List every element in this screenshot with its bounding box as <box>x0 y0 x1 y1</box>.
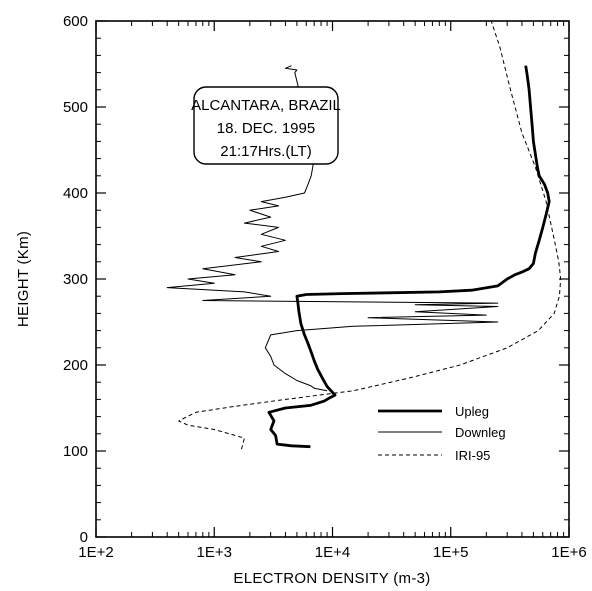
annotation-line-1: ALCANTARA, BRAZIL <box>191 97 341 114</box>
x-tick-label: 1E+6 <box>551 544 586 561</box>
annotation-line-2: 18. DEC. 1995 <box>217 120 315 137</box>
x-tick-label: 1E+5 <box>433 544 468 561</box>
series-upleg <box>267 65 551 449</box>
legend-label-upleg: Upleg <box>455 404 489 419</box>
legend: Upleg Downleg IRI-95 <box>378 404 506 463</box>
annotation-line-3: 21:17Hrs.(LT) <box>220 143 311 160</box>
y-tick-label: 300 <box>63 271 88 288</box>
annotation-frame <box>193 86 339 165</box>
annotation-box: ALCANTARA, BRAZIL 18. DEC. 1995 21:17Hrs… <box>191 86 341 165</box>
y-tick-label: 600 <box>63 13 88 30</box>
legend-label-downleg: Downleg <box>455 425 506 440</box>
axis-ticks: 0 100 200 300 400 500 600 1E+2 1E+3 1E+4 1E+5 1E+6 <box>63 13 587 561</box>
x-tick-label: 1E+3 <box>197 544 232 561</box>
y-tick-label: 200 <box>63 357 88 374</box>
x-tick-label: 1E+2 <box>78 544 113 561</box>
series-layer <box>166 20 562 450</box>
y-tick-label: 100 <box>63 443 88 460</box>
x-axis-title: ELECTRON DENSITY (m-3) <box>233 570 430 587</box>
legend-label-iri95: IRI-95 <box>455 448 490 463</box>
y-tick-label: 0 <box>80 529 88 546</box>
y-tick-label: 400 <box>63 185 88 202</box>
y-axis-title: HEIGHT (Km) <box>15 231 32 327</box>
y-tick-label: 500 <box>63 99 88 116</box>
series-iri95 <box>178 20 562 450</box>
x-tick-label: 1E+4 <box>315 544 350 561</box>
